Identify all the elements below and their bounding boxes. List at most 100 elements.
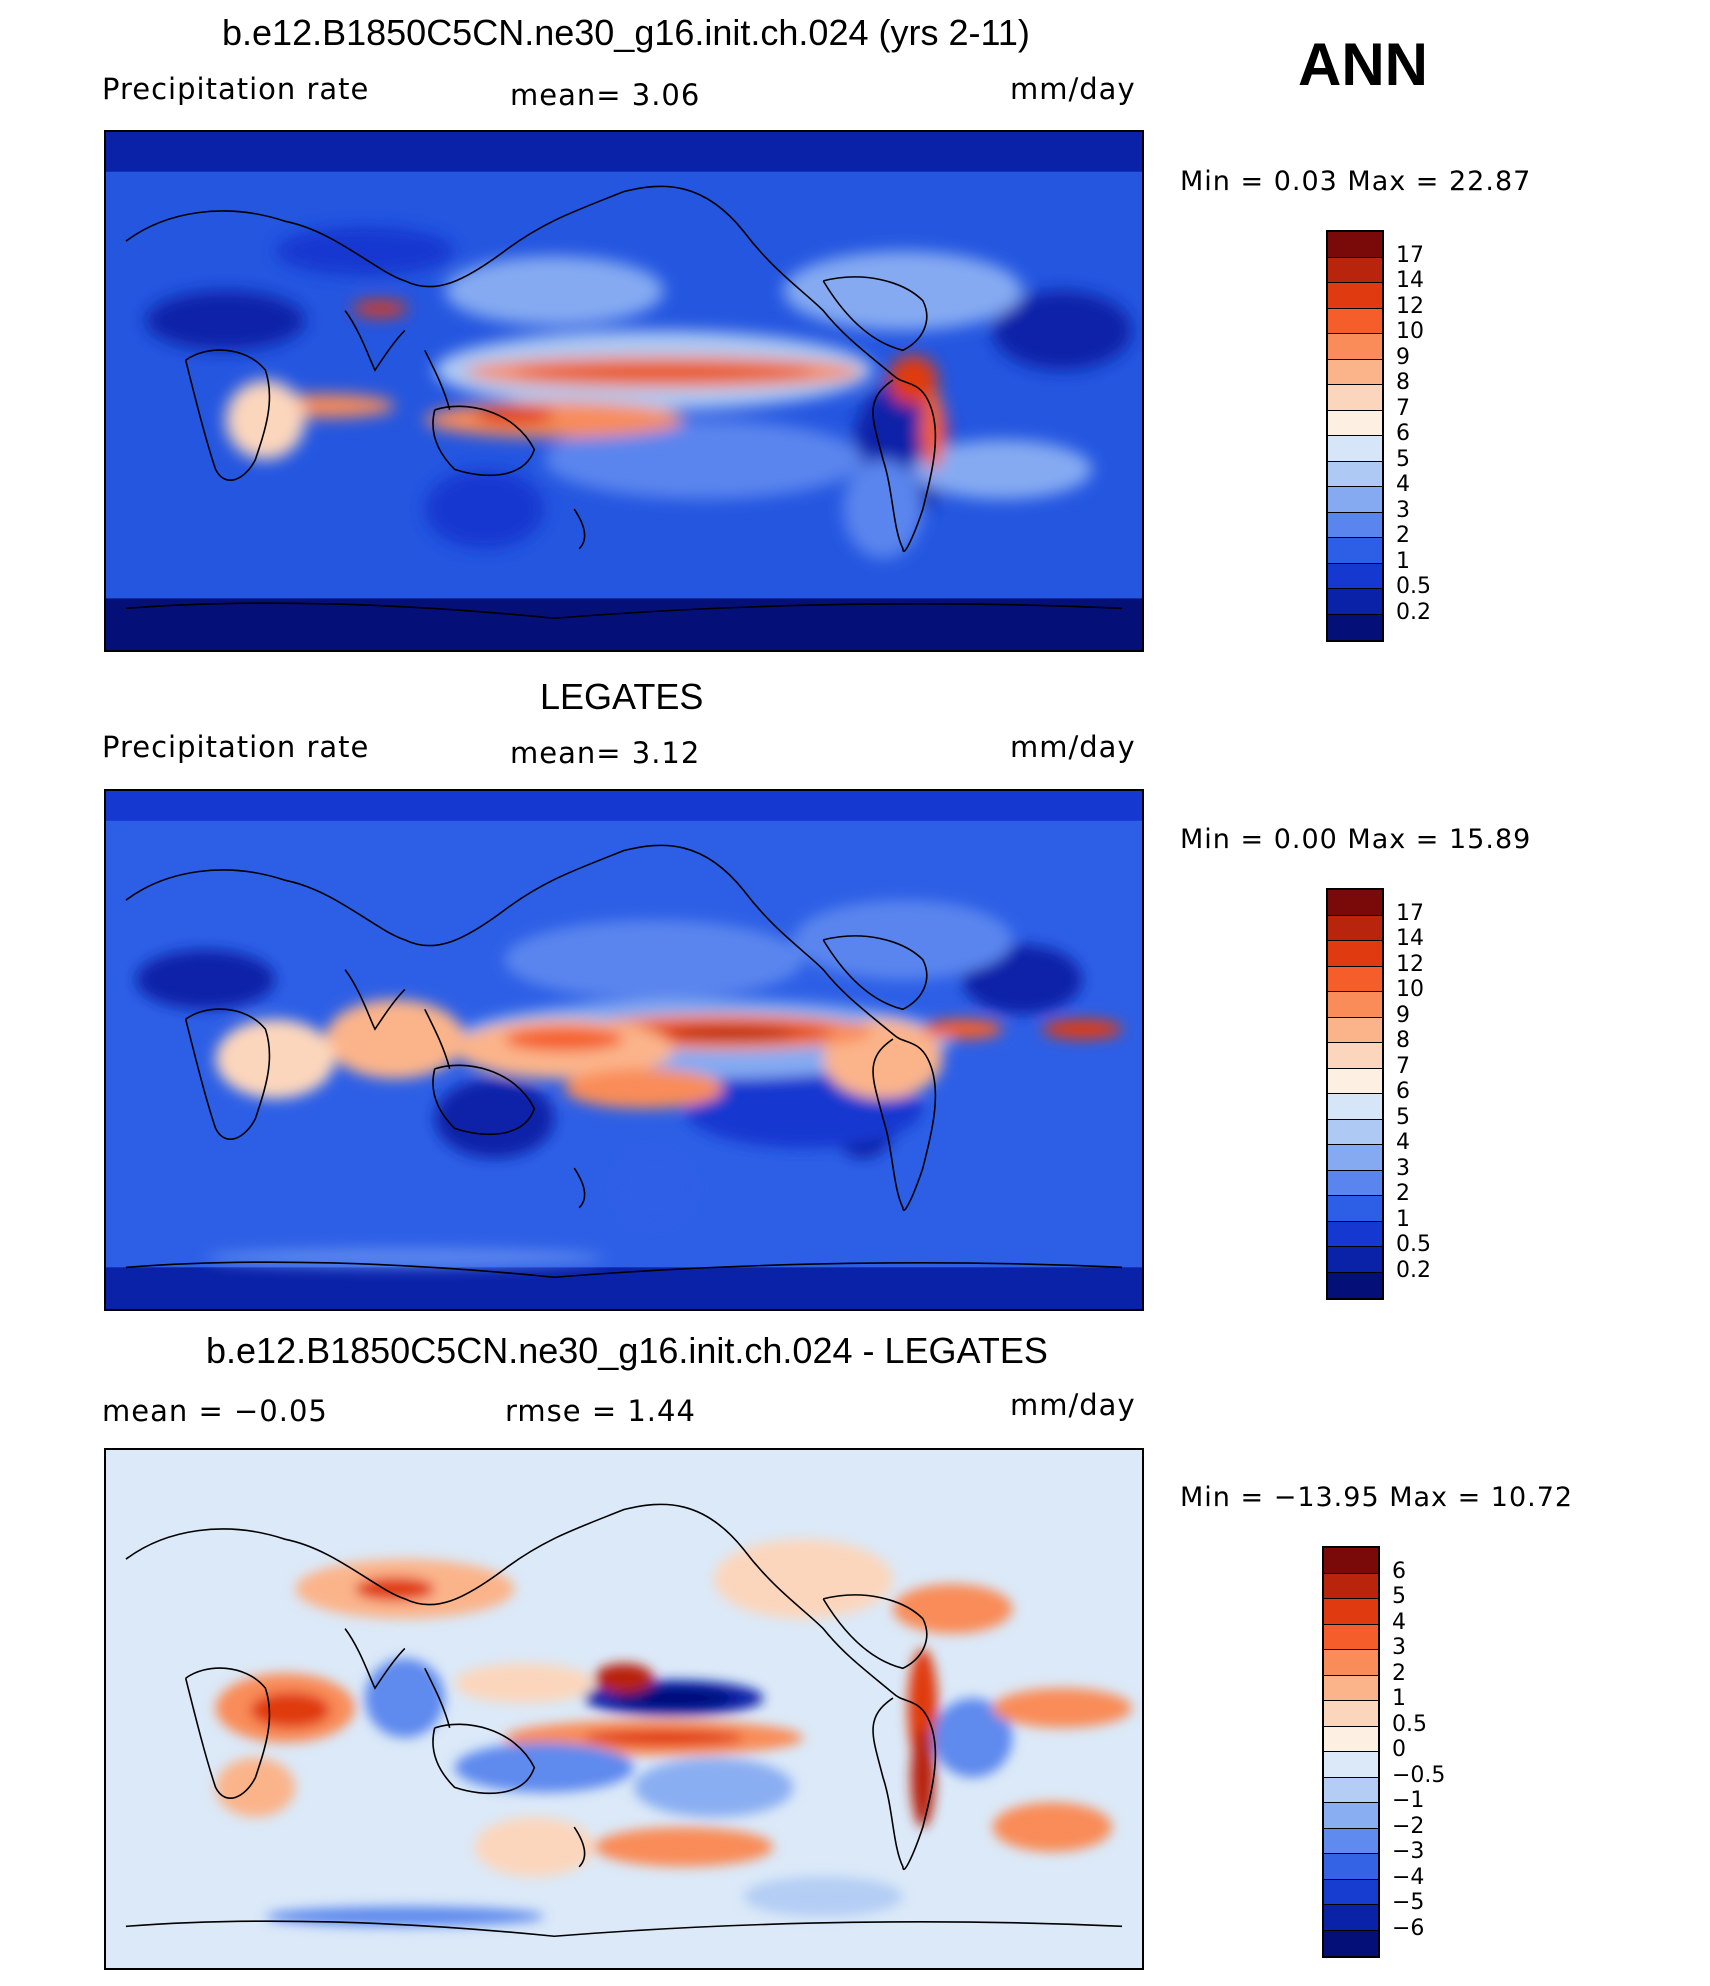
colorbar-segment [1324, 1624, 1378, 1650]
colorbar-tick-label: 1 [1396, 1206, 1410, 1232]
colorbar-tick-label: 0 [1392, 1737, 1406, 1762]
colorbar-segment [1324, 1854, 1378, 1880]
panel-obs-map-field [106, 791, 1142, 1309]
panel-diff-colorbar [1322, 1546, 1380, 1958]
colorbar-tick-label: 5 [1392, 1584, 1406, 1609]
colorbar-segment [1328, 359, 1382, 385]
colorbar-tick-label: 9 [1396, 344, 1410, 370]
colorbar-segment [1324, 1726, 1378, 1752]
colorbar-segment [1328, 1119, 1382, 1145]
colorbar-tick-label: 8 [1396, 370, 1410, 395]
colorbar-tick-label: 17 [1396, 242, 1424, 268]
colorbar-tick-label: 0.2 [1396, 599, 1431, 625]
colorbar-tick-label: −2 [1392, 1813, 1425, 1839]
colorbar-segment [1328, 1017, 1382, 1043]
colorbar-segment [1324, 1650, 1378, 1676]
colorbar-segment [1324, 1803, 1378, 1829]
panel-model-title: b.e12.B1850C5CN.ne30_g16.init.ch.024 (yr… [222, 12, 1030, 53]
colorbar-segment [1328, 1196, 1382, 1222]
colorbar-segment [1324, 1573, 1378, 1599]
colorbar-tick-label: 6 [1392, 1558, 1406, 1584]
colorbar-tick-label: 8 [1396, 1028, 1410, 1053]
colorbar-tick-label: 10 [1396, 977, 1424, 1002]
colorbar-tick-label: −4 [1392, 1864, 1425, 1890]
colorbar-segment [1328, 308, 1382, 334]
colorbar-segment [1328, 1043, 1382, 1069]
panel-model-variable-label: Precipitation rate [102, 72, 370, 106]
colorbar-segment [1328, 538, 1382, 564]
colorbar-tick-label: 0.5 [1396, 574, 1431, 599]
panel-obs-title: LEGATES [540, 676, 704, 717]
colorbar-segment [1328, 966, 1382, 992]
colorbar-segment [1328, 1094, 1382, 1120]
colorbar-segment [1328, 410, 1382, 436]
colorbar-tick-label: 2 [1396, 523, 1410, 548]
colorbar-tick-label: −6 [1392, 1915, 1425, 1941]
colorbar-tick-label: 0.2 [1396, 1257, 1431, 1283]
colorbar-segment [1328, 589, 1382, 615]
panel-diff-title: b.e12.B1850C5CN.ne30_g16.init.ch.024 - L… [206, 1330, 1048, 1371]
colorbar-segment [1328, 563, 1382, 589]
panel-obs-map [104, 789, 1144, 1311]
panel-model-coastlines [125, 185, 1123, 620]
colorbar-segment [1328, 461, 1382, 487]
colorbar-segment [1328, 487, 1382, 513]
season-label: ANN [1298, 31, 1428, 98]
panel-obs-minmax: Min = 0.00 Max = 15.89 [1180, 824, 1532, 855]
colorbar-segment [1324, 1828, 1378, 1854]
colorbar-tick-label: 1 [1392, 1686, 1406, 1711]
colorbar-tick-label: 0.5 [1396, 1232, 1431, 1257]
colorbar-tick-label: 6 [1396, 1079, 1410, 1104]
colorbar-tick-label: 7 [1396, 1053, 1410, 1079]
colorbar-segment [1324, 1905, 1378, 1931]
panel-model-mean-label: mean= 3.06 [510, 78, 701, 112]
colorbar-tick-label: 4 [1392, 1609, 1406, 1635]
colorbar-tick-label: 17 [1396, 900, 1424, 926]
colorbar-tick-label: 10 [1396, 319, 1424, 344]
panel-diff-mean-label: mean = −0.05 [102, 1394, 328, 1428]
panel-model-map-field [106, 132, 1142, 650]
colorbar-tick-label: −3 [1392, 1839, 1425, 1864]
colorbar-segment [1324, 1752, 1378, 1778]
colorbar-tick-label: 5 [1396, 446, 1410, 472]
colorbar-tick-label: 14 [1396, 926, 1424, 951]
colorbar-segment [1328, 283, 1382, 309]
colorbar-segment [1328, 941, 1382, 967]
colorbar-tick-label: −1 [1392, 1788, 1425, 1813]
colorbar-segment [1328, 1068, 1382, 1094]
panel-obs-mean-label: mean= 3.12 [510, 736, 701, 770]
colorbar-tick-label: 5 [1396, 1104, 1410, 1130]
panel-diff-rmse-label: rmse = 1.44 [505, 1394, 696, 1428]
panel-obs-coastlines [125, 844, 1123, 1279]
colorbar-segment [1328, 257, 1382, 283]
colorbar-tick-label: 12 [1396, 951, 1424, 977]
colorbar-segment [1328, 512, 1382, 538]
panel-model-units-label: mm/day [1010, 72, 1136, 106]
colorbar-tick-label: 0.5 [1392, 1711, 1427, 1737]
colorbar-segment [1328, 1145, 1382, 1171]
panel-diff-map [104, 1448, 1144, 1970]
colorbar-tick-label: 1 [1396, 548, 1410, 574]
colorbar-tick-label: 7 [1396, 395, 1410, 421]
colorbar-segment [1328, 334, 1382, 360]
panel-model-map [104, 130, 1144, 652]
colorbar-tick-label: 14 [1396, 268, 1424, 293]
colorbar-tick-label: 6 [1396, 421, 1410, 446]
colorbar-segment [1328, 614, 1382, 640]
colorbar-segment [1328, 1272, 1382, 1298]
colorbar-segment [1324, 1548, 1378, 1574]
colorbar-segment [1328, 436, 1382, 462]
colorbar-segment [1324, 1930, 1378, 1956]
colorbar-tick-label: 9 [1396, 1002, 1410, 1028]
colorbar-segment [1324, 1701, 1378, 1727]
colorbar-tick-label: 3 [1392, 1635, 1406, 1660]
panel-obs-colorbar [1326, 888, 1384, 1300]
colorbar-segment [1328, 1170, 1382, 1196]
colorbar-tick-label: 4 [1396, 1130, 1410, 1155]
panel-diff-minmax: Min = −13.95 Max = 10.72 [1180, 1482, 1574, 1513]
panel-diff-coastlines [125, 1503, 1123, 1938]
colorbar-segment [1324, 1599, 1378, 1625]
colorbar-segment [1328, 232, 1382, 258]
colorbar-tick-label: 3 [1396, 1155, 1410, 1181]
